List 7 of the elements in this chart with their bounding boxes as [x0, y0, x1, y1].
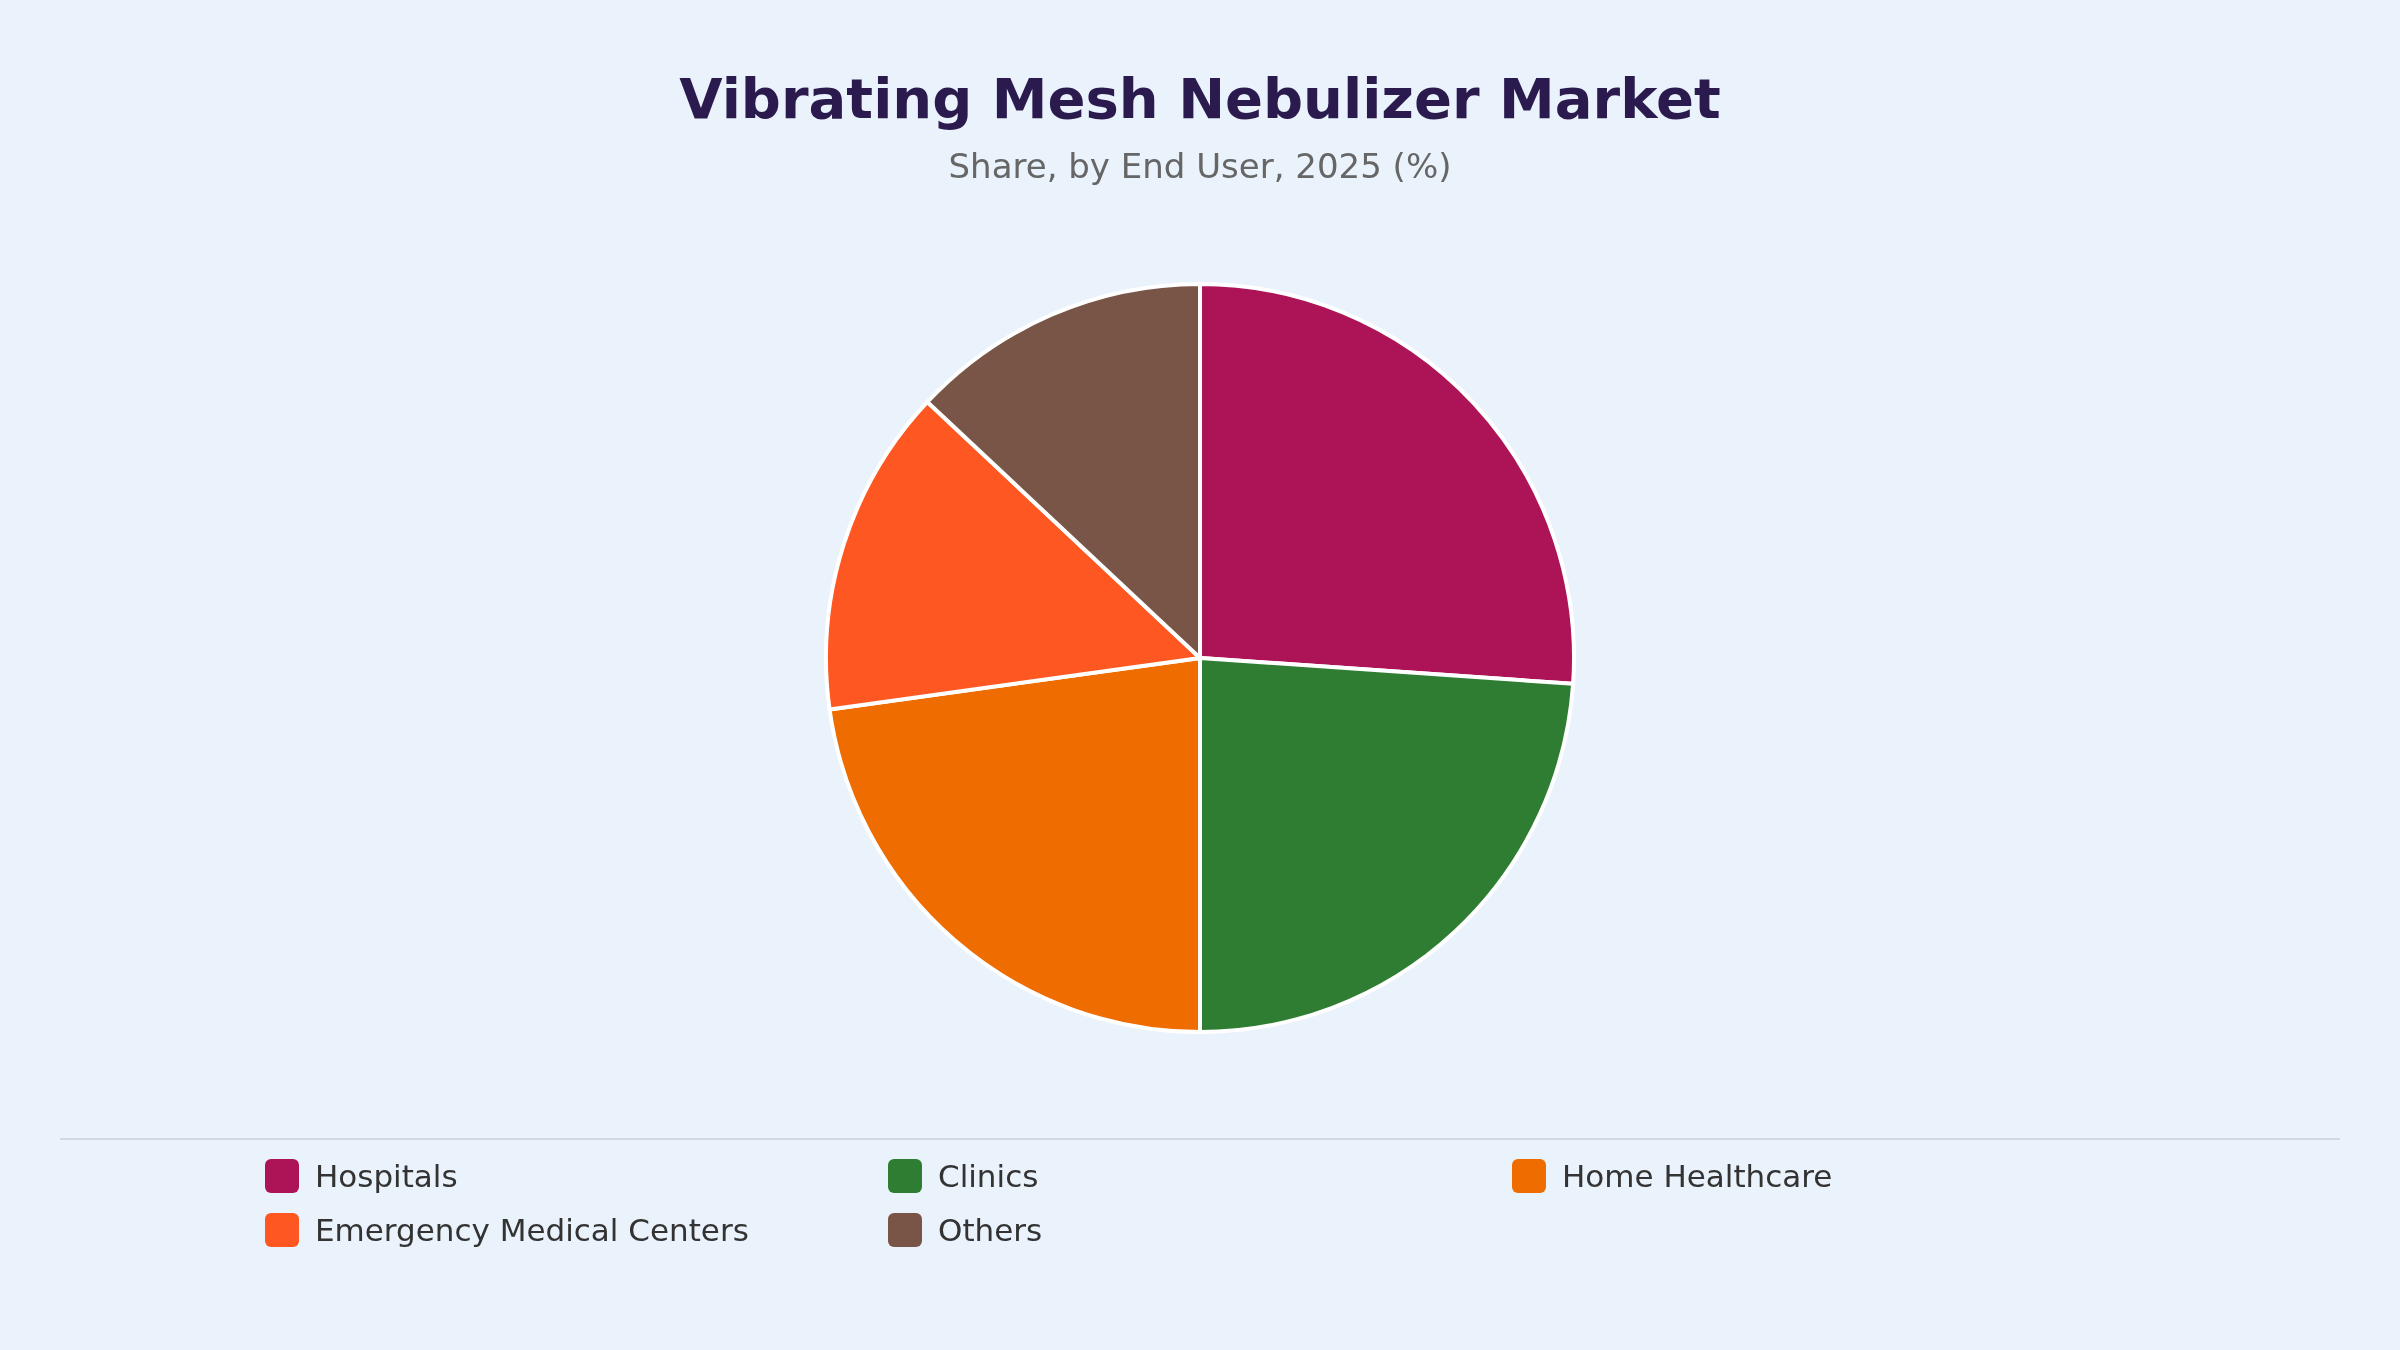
legend-label: Others — [938, 1212, 1043, 1248]
chart-subtitle: Share, by End User, 2025 (%) — [948, 146, 1452, 186]
chart-title: Vibrating Mesh Nebulizer Market — [679, 66, 1721, 131]
legend-label: Clinics — [938, 1158, 1039, 1194]
legend-label: Home Healthcare — [1562, 1158, 1833, 1194]
legend-label: Hospitals — [315, 1158, 458, 1194]
legend-label: Emergency Medical Centers — [315, 1212, 749, 1248]
